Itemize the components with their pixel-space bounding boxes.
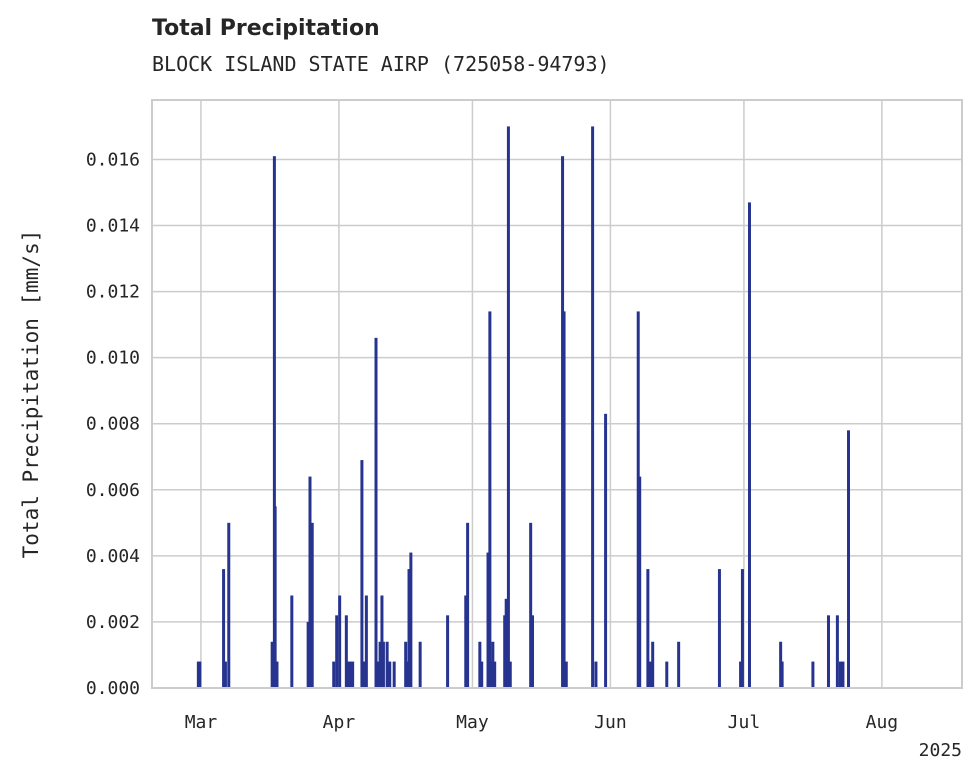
precipitation-bar: [591, 126, 595, 689]
precipitation-bar: [223, 661, 227, 688]
precipitation-bar: [739, 661, 743, 688]
precipitation-bar: [345, 661, 349, 688]
precipitation-bar: [841, 661, 845, 688]
precipitation-bar: [665, 661, 669, 688]
x-tick-label: Aug: [866, 712, 899, 733]
precipitation-bar: [564, 661, 568, 688]
precipitation-bar: [360, 460, 364, 688]
precipitation-bar: [594, 661, 598, 688]
x-tick-label: Jul: [728, 712, 761, 733]
precipitation-bar: [374, 337, 378, 688]
y-tick-label: 0.000: [86, 678, 140, 699]
precipitation-bar: [381, 641, 385, 688]
y-tick-label: 0.008: [86, 414, 140, 435]
x-axis-year-label: 2025: [919, 740, 962, 761]
precipitation-bar: [418, 641, 422, 688]
y-axis-label: Total Precipitation [mm/s]: [19, 230, 43, 559]
chart-title: Total Precipitation: [152, 16, 380, 41]
precipitation-bar: [198, 661, 202, 688]
precipitation-bar: [508, 661, 512, 688]
precipitation-bar: [717, 569, 721, 688]
precipitation-bar: [646, 569, 650, 688]
precipitation-bar: [306, 621, 310, 688]
precipitation-bar: [677, 641, 681, 688]
precipitation-bar: [747, 202, 751, 689]
y-tick-label: 0.010: [86, 348, 140, 369]
precipitation-bar: [272, 156, 276, 689]
precipitation-bar: [811, 661, 815, 688]
grid-lines: [152, 100, 962, 689]
precipitation-bar: [227, 522, 231, 688]
precipitation-bar: [351, 661, 355, 688]
precipitation-bar: [310, 522, 314, 688]
precipitation-bar: [466, 522, 470, 688]
chart-subtitle: BLOCK ISLAND STATE AIRP (725058-94793): [152, 52, 610, 76]
precipitation-bar: [446, 615, 450, 688]
precipitation-bar: [826, 615, 830, 688]
precipitation-bar: [407, 569, 411, 688]
precipitation-bar: [493, 661, 497, 688]
precipitation-bar: [338, 595, 342, 688]
precipitation-bar: [385, 641, 389, 688]
precipitation-bar: [529, 522, 533, 688]
precipitation-bar: [378, 641, 382, 688]
precipitation-bar: [335, 615, 339, 688]
y-axis-ticks: 0.000 0.002 0.004 0.006 0.008 0.010 0.012 0.014…: [86, 149, 140, 699]
precipitation-bar: [835, 615, 839, 688]
plot-frame: [151, 99, 963, 689]
y-tick-label: 0.004: [86, 546, 140, 567]
precipitation-bar: [388, 661, 392, 688]
precipitation-bar: [404, 641, 408, 688]
precipitation-bar: [562, 311, 566, 688]
precipitation-bar: [491, 641, 495, 688]
precipitation-bar: [290, 595, 294, 688]
precipitation-bar: [604, 413, 608, 688]
precipitation-bar: [504, 598, 508, 688]
x-tick-label: May: [456, 712, 489, 733]
precipitation-bar: [332, 661, 336, 688]
precipitation-bar: [480, 661, 484, 688]
precipitation-bar: [531, 615, 535, 688]
precipitation-bar: [651, 641, 655, 688]
precipitation-bar: [308, 476, 312, 688]
precipitation-bar: [409, 552, 413, 688]
y-tick-label: 0.016: [86, 149, 140, 170]
precipitation-bar: [222, 569, 226, 688]
y-tick-label: 0.002: [86, 612, 140, 633]
y-tick-label: 0.012: [86, 282, 140, 303]
precipitation-bar: [638, 476, 642, 688]
precipitation-bar: [847, 430, 851, 688]
precipitation-bar: [273, 506, 277, 688]
precipitation-bar: [780, 661, 784, 688]
precipitation-bar: [376, 661, 380, 688]
precipitation-bar: [506, 126, 510, 689]
precipitation-bar: [362, 661, 366, 688]
bar-series: [196, 126, 851, 689]
precipitation-bar: [364, 595, 368, 688]
y-tick-label: 0.014: [86, 216, 140, 237]
precipitation-bar: [275, 661, 279, 688]
x-tick-label: Jun: [594, 712, 627, 733]
precipitation-bar: [464, 595, 468, 688]
precipitation-bar: [486, 552, 490, 688]
x-tick-label: Apr: [323, 712, 356, 733]
precipitation-bar: [344, 615, 348, 688]
precipitation-bar: [392, 661, 396, 688]
x-axis-ticks: Mar Apr May Jun Jul Aug: [185, 712, 898, 733]
precipitation-bar: [270, 641, 274, 688]
x-tick-label: Mar: [185, 712, 218, 733]
precipitation-bar: [648, 661, 652, 688]
precipitation-bar: [838, 661, 842, 688]
precipitation-bar: [478, 641, 482, 688]
precipitation-bar: [488, 311, 492, 688]
precipitation-bar: [348, 661, 352, 688]
y-tick-label: 0.006: [86, 480, 140, 501]
precipitation-bar: [740, 569, 744, 688]
